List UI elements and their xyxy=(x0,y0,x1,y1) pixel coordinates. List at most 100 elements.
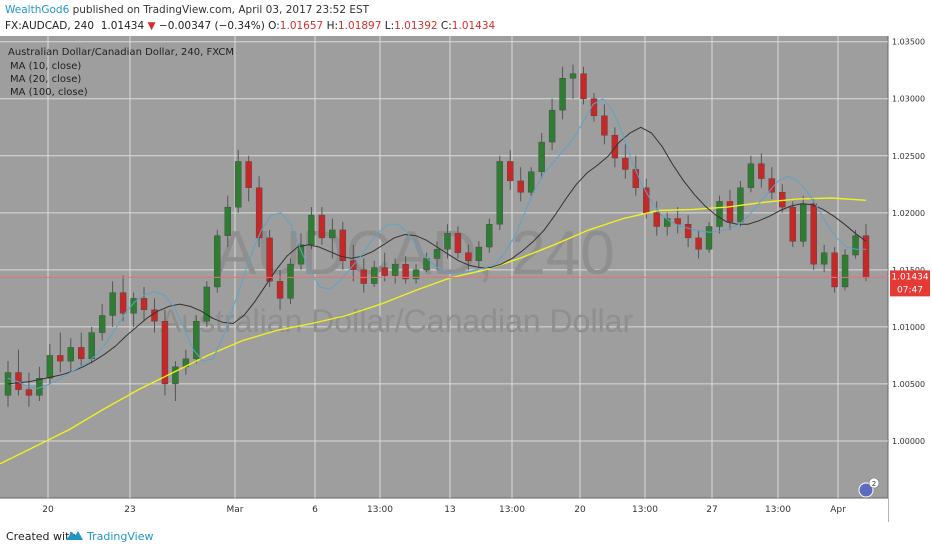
candle xyxy=(193,315,200,364)
candle-up xyxy=(820,252,828,265)
candle xyxy=(580,66,587,105)
footer: Created with TradingView xyxy=(0,522,932,550)
candle-up xyxy=(203,286,211,322)
candle-down xyxy=(810,203,817,265)
time-tick-label: 13:00 xyxy=(632,505,658,515)
chart-header: WealthGod6 published on TradingView.com,… xyxy=(0,0,932,36)
candle xyxy=(203,281,211,327)
candle xyxy=(789,201,796,248)
flag-icon[interactable] xyxy=(858,482,874,498)
candle xyxy=(475,241,483,268)
candle-down xyxy=(140,298,148,310)
time-tick-label: 6 xyxy=(312,505,318,515)
candle-down xyxy=(507,161,514,182)
candle-down xyxy=(318,214,326,239)
candle xyxy=(402,256,409,284)
candle-down xyxy=(25,389,33,396)
price-tick-label: 1.03500 xyxy=(892,38,925,47)
candle xyxy=(172,361,179,402)
badge-count-circle xyxy=(868,477,880,489)
candle-up xyxy=(193,320,200,360)
time-tick-label: 23 xyxy=(124,505,135,515)
candle-up xyxy=(423,258,430,271)
candle-down xyxy=(161,320,169,385)
candle-up xyxy=(391,263,399,276)
candle-down xyxy=(402,263,409,280)
close-label: C: xyxy=(440,20,452,32)
candle xyxy=(684,215,692,248)
candle xyxy=(507,150,514,190)
price-tick-label: 1.01500 xyxy=(892,266,925,275)
last-price-tag: 1.01434 07:47 xyxy=(890,270,930,297)
candle xyxy=(716,195,723,234)
publish-info: published on TradingView.com, April 03, … xyxy=(69,4,370,16)
watermark-name: Australian Dollar/Canadian Dollar xyxy=(160,303,633,339)
candle-up xyxy=(224,206,231,236)
badge-count: 2 xyxy=(872,480,876,488)
candle xyxy=(852,229,859,259)
time-axis-labels: 20 23 Mar 6 13:00 13 13:00 20 13:00 27 13:00 Apr xyxy=(42,505,846,515)
candle-up xyxy=(663,218,671,227)
candle-down xyxy=(276,281,284,299)
candle xyxy=(841,249,849,291)
candle xyxy=(810,199,817,270)
price-chart[interactable]: AUDCAD, 240 Australian Dollar/Canadian D… xyxy=(0,36,932,522)
candle xyxy=(465,244,472,270)
candle-up xyxy=(496,161,503,225)
candle xyxy=(130,292,137,327)
candle xyxy=(559,66,566,120)
candle-down xyxy=(632,169,640,188)
time-tick-label: Apr xyxy=(830,505,846,515)
time-tick-label: 20 xyxy=(574,505,586,515)
candle-up xyxy=(412,269,420,280)
candle xyxy=(747,155,755,193)
candle-up xyxy=(88,332,95,360)
candle xyxy=(517,167,524,202)
symbol-label: FX:AUDCAD, 240 xyxy=(5,20,95,32)
candle-up xyxy=(527,171,535,193)
author-link[interactable]: WealthGod6 xyxy=(5,4,70,16)
candle xyxy=(339,221,347,270)
price-tick-label: 1.00000 xyxy=(892,437,925,446)
tradingview-cloud-icon[interactable] xyxy=(64,528,84,542)
legend-ma10[interactable]: MA (10, close) xyxy=(10,61,81,72)
candle-down xyxy=(758,163,765,179)
candle-down xyxy=(339,229,347,261)
candle-down xyxy=(726,201,734,223)
candle-down xyxy=(611,135,619,159)
candle-up xyxy=(841,254,849,288)
candle-down xyxy=(78,347,85,360)
candle xyxy=(569,64,577,99)
candlestick-series xyxy=(4,64,870,407)
time-axis[interactable] xyxy=(0,498,888,522)
candle xyxy=(548,98,556,151)
candle xyxy=(412,264,420,284)
indicator-legend: Australian Dollar/Canadian Dollar, 240, … xyxy=(8,47,234,98)
candle-up xyxy=(67,347,74,362)
legend-ma100[interactable]: MA (100, close) xyxy=(10,87,88,98)
high-value: 1.01897 xyxy=(338,20,382,32)
high-label: H: xyxy=(326,20,338,32)
candle-down xyxy=(684,224,692,239)
candle-down xyxy=(653,212,660,227)
legend-ma20[interactable]: MA (20, close) xyxy=(10,74,81,85)
candle xyxy=(758,153,765,188)
tradingview-link[interactable]: TradingView xyxy=(87,530,154,543)
price-change: −0.00347 (−0.34%) xyxy=(158,20,265,32)
candle xyxy=(527,167,535,196)
candle xyxy=(371,260,378,287)
ohlc-line: FX:AUDCAD, 240 1.01434 ▼ −0.00347 (−0.34… xyxy=(5,20,495,32)
candle xyxy=(161,309,169,396)
low-label: L: xyxy=(384,20,395,32)
candle-up xyxy=(559,78,566,111)
alert-badge[interactable]: 2 xyxy=(858,477,880,498)
candle-up xyxy=(705,226,713,250)
price-tick-label: 1.02000 xyxy=(892,209,925,218)
candle-down xyxy=(57,355,64,362)
candle xyxy=(308,207,315,250)
candle-up xyxy=(548,109,556,143)
candle-up xyxy=(433,249,441,259)
candle xyxy=(486,218,493,253)
candle xyxy=(266,229,273,287)
candle-up xyxy=(329,229,336,239)
